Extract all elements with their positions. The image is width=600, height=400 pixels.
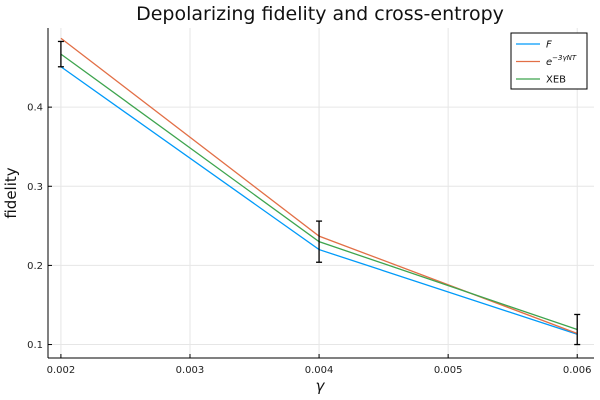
y-axis-label: fidelity xyxy=(2,167,20,218)
y-tick-label: 0.3 xyxy=(27,182,43,193)
y-ticks: 0.1 0.2 0.3 0.4 xyxy=(27,103,52,351)
y-tick-label: 0.1 xyxy=(27,340,43,351)
legend-label-exponent: −3γNT xyxy=(552,54,577,62)
x-tick-label: 0.005 xyxy=(434,365,463,376)
x-ticks: 0.002 0.003 0.004 0.005 0.006 xyxy=(47,354,592,376)
legend-label-text: e xyxy=(546,57,552,68)
x-tick-label: 0.006 xyxy=(563,365,592,376)
x-tick-label: 0.002 xyxy=(47,365,76,376)
y-tick-label: 0.4 xyxy=(27,103,43,114)
legend-label-0: F xyxy=(546,40,552,51)
legend-label-1: e−3γNT xyxy=(546,54,577,68)
legend-label-2: XEB xyxy=(546,75,566,86)
x-tick-label: 0.003 xyxy=(176,365,205,376)
axes xyxy=(47,28,594,359)
chart-title: Depolarizing fidelity and cross-entropy xyxy=(136,3,504,25)
y-tick-label: 0.2 xyxy=(27,261,43,272)
grid xyxy=(48,28,594,358)
error-bars xyxy=(57,40,581,346)
legend-label-text: XEB xyxy=(546,75,566,86)
legend: Fe−3γNT XEB xyxy=(510,32,588,90)
x-tick-label: 0.004 xyxy=(305,365,334,376)
legend-label-text: F xyxy=(546,40,552,51)
x-axis-label: γ xyxy=(316,377,326,395)
